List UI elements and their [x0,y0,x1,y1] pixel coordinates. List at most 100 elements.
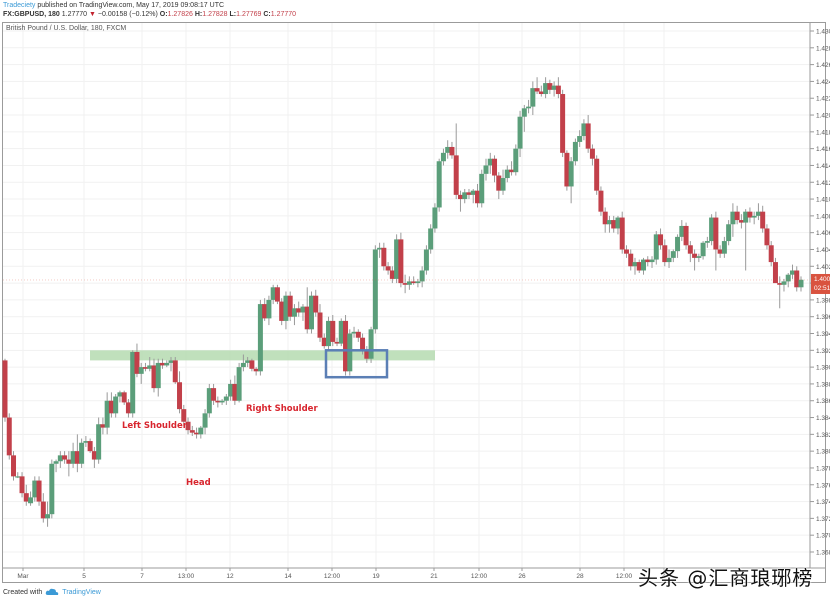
pattern-label: Right Shoulder [246,404,318,414]
candle-body [585,123,591,149]
candle-body [738,220,744,223]
open-value: 1.27826 [167,11,193,18]
candle-body [321,337,327,347]
y-axis-label: 1.39400 [816,331,830,338]
candle-body [713,217,719,250]
candle-body [432,207,438,229]
y-axis-label: 1.38200 [816,432,830,439]
candle-body [398,239,404,284]
candle-body [534,88,540,92]
candle-body [249,360,255,369]
candle-body [487,158,493,166]
candle-body [623,249,629,254]
candle-body [219,400,225,403]
candle-body [347,333,353,372]
candle-body [509,169,515,173]
candle-body [113,396,119,414]
candle-body [606,220,612,225]
candle-body [100,424,106,428]
author-link[interactable]: Tradeciety [3,2,36,9]
candle-body [700,242,706,257]
candle-body [45,514,51,519]
x-axis-label: 12 [226,573,234,580]
y-axis-label: 1.42400 [816,79,830,86]
candle-body [755,211,761,216]
candle-body [79,442,85,464]
candle-body [215,400,221,403]
tradingview-link[interactable]: TradingView [62,588,101,596]
candle-body [734,211,740,221]
candle-body [419,270,425,282]
candle-body [57,455,63,462]
candle-body [721,241,727,254]
candle-body [466,192,472,195]
candle-body [308,295,314,330]
candle-body [91,451,97,460]
publish-info: Tradeciety published on TradingView.com,… [3,2,224,9]
candle-body [428,228,434,250]
candle-body [151,365,157,389]
candle-body [53,461,59,464]
candle-body [134,351,140,374]
created-with-label: Created with [3,588,43,596]
tradingview-cloud-icon [46,588,59,595]
candle-body [23,493,29,502]
candle-body [28,497,34,504]
current-price-tag [811,273,830,294]
candle-body [142,367,148,369]
candle-body [40,501,46,519]
close-value: 1.27770 [270,11,297,18]
candle-body [121,392,127,403]
candle-body [130,351,136,414]
candle-body [440,152,446,162]
candle-body [334,341,340,344]
candle-body [526,106,532,109]
y-axis-label: 1.42200 [816,96,830,103]
candle-body [406,281,412,285]
candle-body [104,400,110,428]
y-axis-label: 1.40600 [816,230,830,237]
pattern-label: Left Shoulder [122,421,188,431]
x-axis-label: 13:00 [178,573,195,580]
y-axis-label: 1.42600 [816,62,830,69]
y-axis-label: 1.37400 [816,499,830,506]
y-axis-label: 1.41000 [816,197,830,204]
candle-body [304,306,310,330]
x-axis-label: Mar [17,573,29,580]
high-value: 1.27828 [202,11,228,18]
y-axis-label: 1.43000 [816,29,830,36]
candle-body [760,211,766,229]
candle-body [768,245,774,263]
y-axis-label: 1.40400 [816,247,830,254]
candle-body [504,169,510,179]
candle-body [343,320,349,372]
candle-body [411,281,417,284]
x-axis-label: 5 [82,573,86,580]
candle-body [675,236,681,252]
candle-body [594,158,600,191]
candle-body [262,304,268,319]
y-axis-label: 1.37000 [816,533,830,540]
candle-body [377,247,383,250]
y-axis-label: 1.42800 [816,45,830,52]
candle-body [445,146,451,153]
candle-body [253,368,259,372]
candle-body [692,253,698,258]
candle-body [351,331,357,334]
y-axis-label: 1.39000 [816,365,830,372]
candle-body [49,463,55,515]
candle-body [555,85,561,95]
candle-body [66,459,72,464]
candle-body [159,362,165,366]
change-value: −0.00158 (−0.12%) [97,11,158,18]
candle-body [202,413,208,428]
candle-body [240,362,246,368]
candle-body [274,287,280,302]
candle-body [453,155,459,195]
candle-body [83,441,89,443]
candle-body [283,295,289,321]
candle-body [730,211,736,225]
candle-body [598,190,604,212]
y-axis-label: 1.42000 [816,113,830,120]
